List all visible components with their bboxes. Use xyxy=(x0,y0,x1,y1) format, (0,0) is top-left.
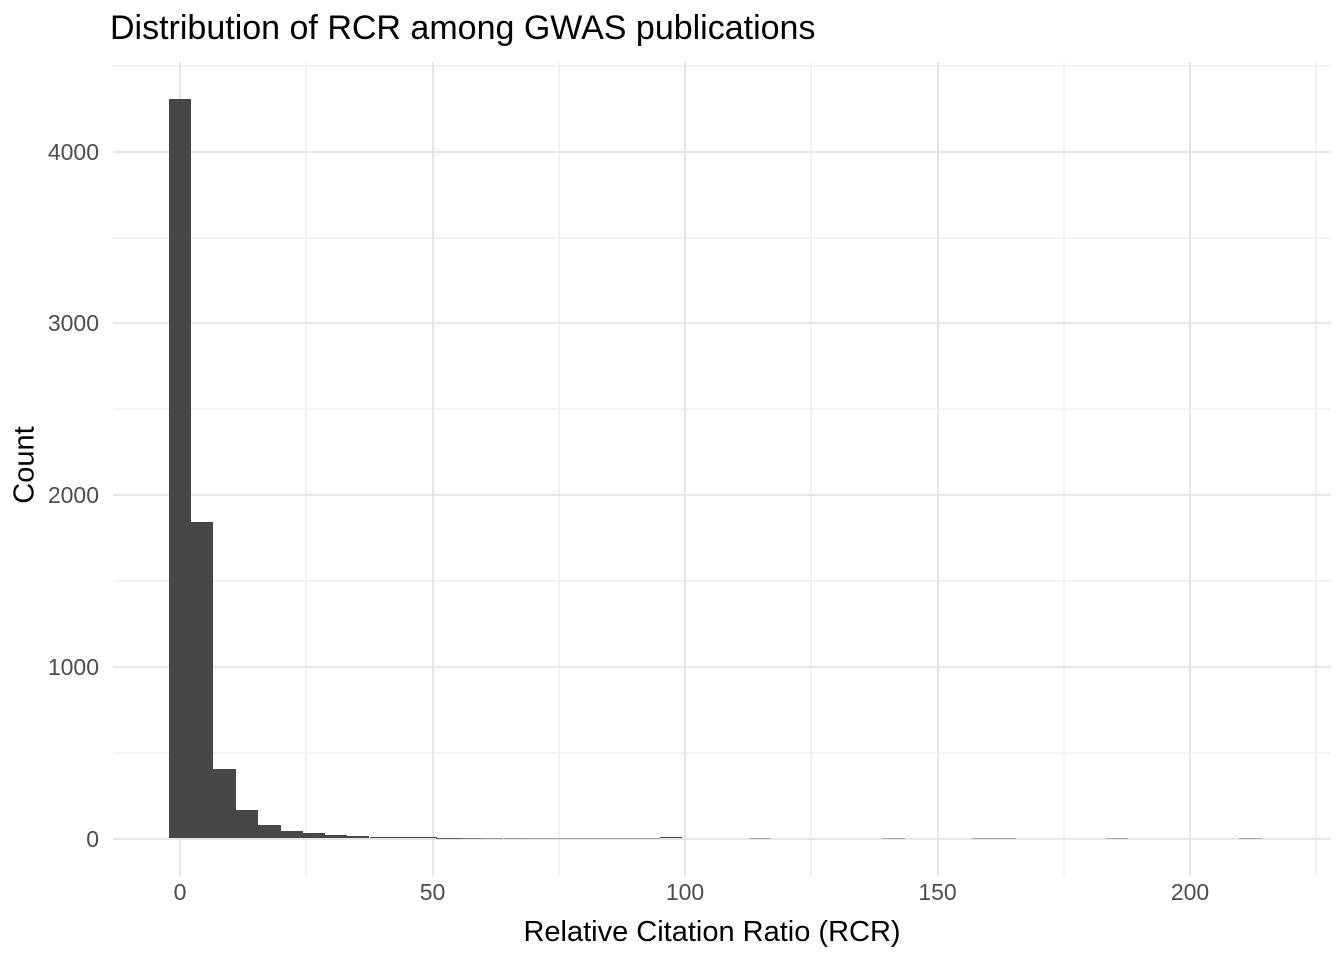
gridline-minor-vertical xyxy=(810,62,813,876)
histogram-bar xyxy=(525,837,549,839)
gridline-minor-horizontal xyxy=(113,579,1331,582)
histogram-bar xyxy=(971,837,995,839)
gridline-major-horizontal xyxy=(113,837,1331,840)
gridline-major-vertical xyxy=(936,62,939,876)
gridline-major-horizontal xyxy=(113,322,1331,325)
gridline-minor-horizontal xyxy=(113,408,1331,411)
histogram-bar xyxy=(258,824,281,839)
y-tick-label: 0 xyxy=(86,825,99,852)
y-tick-label: 1000 xyxy=(47,653,99,680)
x-axis-title: Relative Citation Ratio (RCR) xyxy=(523,916,901,948)
histogram-bar xyxy=(503,837,526,839)
histogram-bar xyxy=(748,837,771,839)
histogram-bar xyxy=(458,837,481,839)
y-tick-label: 4000 xyxy=(47,138,99,165)
histogram-bar xyxy=(280,830,303,839)
histogram-bar xyxy=(347,835,370,839)
histogram-bar xyxy=(882,837,905,839)
gridline-minor-horizontal xyxy=(113,236,1331,239)
histogram-bar xyxy=(570,837,593,839)
gridline-major-vertical xyxy=(431,62,434,876)
histogram-bar xyxy=(637,837,660,839)
x-tick-label: 0 xyxy=(173,879,187,905)
gridline-major-vertical xyxy=(1189,62,1191,876)
gridline-minor-horizontal xyxy=(113,751,1331,754)
histogram-bar xyxy=(302,833,325,839)
x-tick-label: 150 xyxy=(918,879,957,905)
histogram-bar xyxy=(168,98,192,839)
histogram-bar xyxy=(191,521,214,839)
y-tick-label: 2000 xyxy=(47,482,99,509)
histogram-bar xyxy=(1239,837,1262,839)
histogram-bar xyxy=(1105,837,1128,839)
histogram-bar xyxy=(480,837,504,839)
gridline-minor-vertical xyxy=(305,62,308,876)
gridline-minor-vertical xyxy=(557,62,560,876)
histogram-bar xyxy=(659,836,682,839)
histogram-bar xyxy=(392,836,415,839)
gridline-major-vertical xyxy=(684,62,686,876)
gridline-major-horizontal xyxy=(113,150,1331,153)
histogram-bar xyxy=(994,837,1017,839)
histogram-bar xyxy=(414,837,437,839)
histogram-bar xyxy=(324,834,348,839)
gridline-minor-vertical xyxy=(1315,62,1318,876)
histogram-bar xyxy=(369,836,393,839)
histogram-bar xyxy=(236,809,259,839)
histogram-bar xyxy=(213,768,236,839)
x-tick-label: 50 xyxy=(419,879,446,905)
histogram-bar xyxy=(548,837,571,839)
gridline-major-horizontal xyxy=(113,665,1331,668)
histogram-bar xyxy=(614,837,638,839)
plot-panel xyxy=(113,62,1331,876)
x-tick-label: 200 xyxy=(1170,879,1210,905)
x-tick-label: 100 xyxy=(665,879,705,905)
gridline-major-horizontal xyxy=(113,494,1331,497)
y-tick-label: 3000 xyxy=(47,310,99,337)
chart-title: Distribution of RCR among GWAS publicati… xyxy=(110,9,816,47)
gridline-minor-vertical xyxy=(1062,62,1065,876)
y-axis-title: Count xyxy=(8,426,41,504)
histogram-bar xyxy=(592,837,615,839)
gridline-minor-horizontal xyxy=(113,64,1331,67)
histogram-bar xyxy=(436,837,459,839)
